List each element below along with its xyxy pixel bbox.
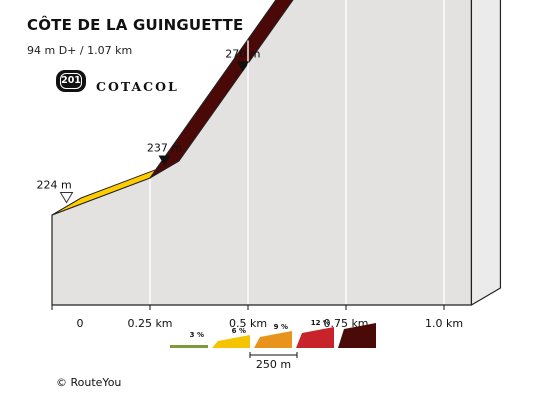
legend-swatch-0: [170, 345, 208, 348]
copyright-symbol: ©: [56, 376, 67, 389]
distance-label-2: 0.5 km: [229, 317, 267, 330]
elevation-label-2: 270 m: [225, 47, 260, 60]
profile-grid-layer: [51, 0, 445, 304]
distance-tick-layer: 0 0.25 km 0.5 km 0.75 km 1.0 km: [51, 305, 463, 330]
distance-label-0: 0: [77, 317, 84, 330]
legend-label-3: 12 %: [311, 319, 330, 327]
legend-label-0: 3 %: [190, 331, 204, 339]
profile-end-cap: [470, 0, 502, 306]
legend-swatch-4: [338, 323, 376, 348]
elevation-label-1: 237 m: [147, 141, 182, 154]
climb-stats: 94 m D+ / 1.07 km: [27, 44, 133, 57]
start-end-marker-0: [59, 192, 74, 204]
profile-side-face: [51, 0, 473, 306]
legend-swatch-3: [296, 327, 334, 348]
climb-title: CÔTE DE LA GUINGUETTE: [27, 16, 244, 34]
copyright-text: RouteYou: [70, 376, 122, 389]
distance-label-1: 0.25 km: [127, 317, 172, 330]
elevation-label-0: 224 m: [37, 179, 72, 192]
elevation-marker-1: [158, 155, 171, 166]
profile-side-layer: [51, 0, 502, 306]
profile-left-edge: [51, 197, 82, 216]
legend-swatch-2: [254, 331, 292, 348]
gradient-legend: 3 % 6 % 9 % 12 % 250 m: [170, 319, 376, 371]
elevation-marker-2: [236, 61, 249, 72]
cotacol-number: 201: [60, 73, 82, 89]
copyright: © RouteYou: [56, 376, 121, 389]
legend-label-2: 9 %: [274, 323, 288, 331]
cotacol-brand: COTACOL: [96, 79, 179, 94]
distance-label-4: 1.0 km: [425, 317, 463, 330]
legend-label-1: 6 %: [232, 327, 246, 335]
legend-scale-label: 250 m: [256, 358, 291, 371]
profile-segment-2: [149, 0, 294, 179]
legend-swatch-1: [212, 335, 250, 348]
cotacol-badge: 201: [56, 70, 86, 92]
